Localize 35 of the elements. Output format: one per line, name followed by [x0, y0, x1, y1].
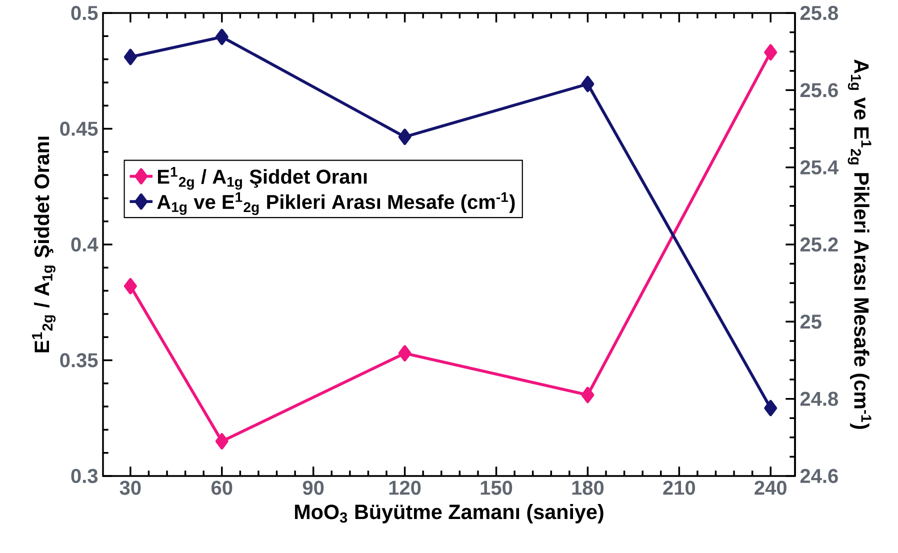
point — [124, 48, 137, 66]
x-tick-label: 90 — [302, 480, 324, 495]
y-tick-label: 0.4 — [71, 237, 98, 252]
y-tick-label: 0.5 — [71, 6, 98, 20]
point — [764, 400, 778, 416]
y-tick-label: 0.3 — [71, 468, 98, 484]
point — [215, 28, 228, 46]
y-axis-title: E$^{1}$$_{2g}$ / A$_{1g}$ Şiddet Oranı — [32, 136, 56, 352]
y2-axis-title: A$_{1g}$ ve E$^{1}$$_{2g}$ Pikleri Arası Mesafe (cm$^{-1}$) — [848, 60, 872, 429]
point — [398, 345, 412, 362]
x-tick-label: 180 — [572, 480, 604, 495]
y2-tick-label: 25.8 — [800, 6, 838, 20]
x-tick-label: 240 — [754, 480, 786, 495]
legend-label: A$_{1g}$ ve E$^{1}$$_{2g}$ Pikleri Arası Mesafe (cm$^{-1}$) — [157, 192, 515, 216]
y2-tick-label: 25 — [800, 314, 822, 329]
y2-tick-label: 24.6 — [800, 468, 838, 484]
y2-tick-label: 25.4 — [800, 160, 839, 174]
x-axis-title: MoO$_{3}$ Büyütme Zamanı (saniye) — [295, 504, 604, 524]
point — [215, 433, 228, 450]
y2-tick-label: 24.8 — [800, 392, 838, 406]
y2-tick-label: 25.6 — [800, 83, 838, 98]
x-tick-label: 210 — [663, 480, 696, 495]
x-tick-label: 120 — [389, 480, 421, 495]
x-tick-label: 150 — [480, 480, 512, 495]
y-tick-label: 0.45 — [60, 122, 98, 136]
point — [581, 76, 594, 92]
point — [764, 44, 778, 60]
legend-label: E$^{1}$$_{2g}$ / A$_{1g}$ Şiddet Oranı — [158, 167, 367, 190]
point — [398, 128, 412, 145]
point — [124, 278, 137, 294]
y-tick-label: 0.35 — [60, 353, 98, 368]
point — [581, 386, 594, 404]
x-tick-label: 30 — [120, 480, 141, 495]
x-tick-label: 60 — [212, 480, 232, 495]
y2-tick-label: 25.2 — [800, 237, 838, 252]
